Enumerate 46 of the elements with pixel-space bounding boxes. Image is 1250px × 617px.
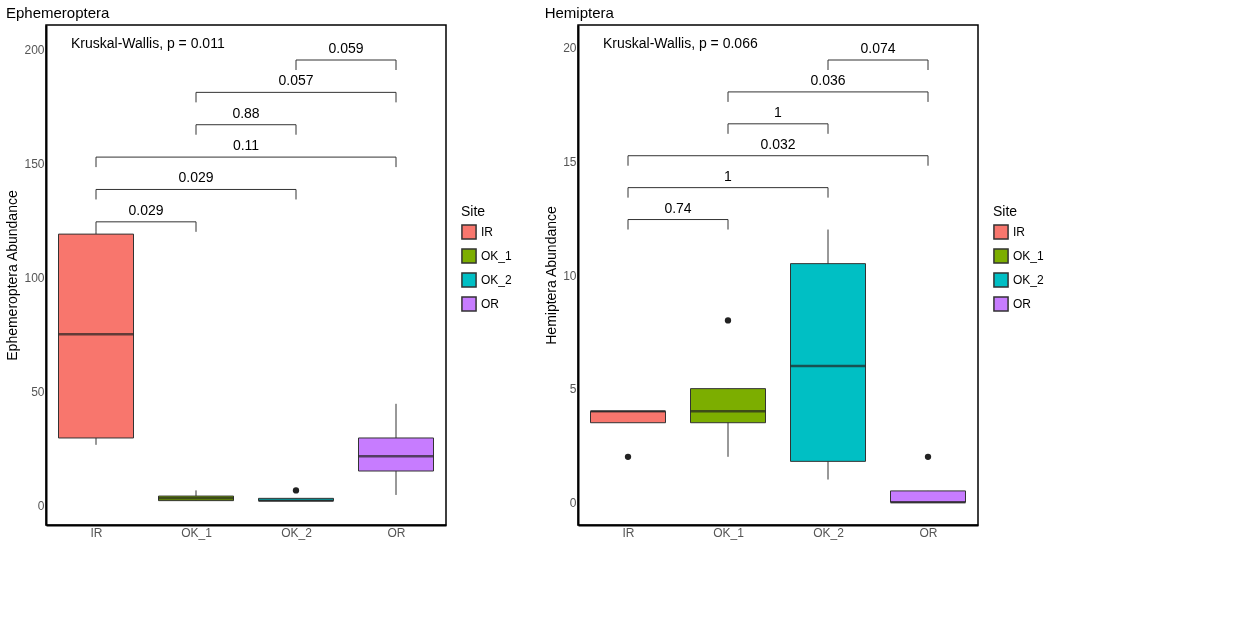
annotation: 1: [724, 167, 733, 184]
legend-label: OR: [1013, 297, 1032, 311]
annotation: 1: [774, 103, 783, 120]
legend-label: OK_1: [1013, 249, 1045, 263]
legend-label: OK_2: [481, 273, 513, 287]
annotation: 0.74: [664, 199, 692, 216]
x-tick-label: OK_1: [181, 525, 213, 540]
annotation: 0.11: [232, 137, 260, 154]
y-tick-label: 150: [24, 157, 45, 171]
chart-title: Ephemeroptera: [5, 4, 111, 21]
annotation: 0.029: [178, 169, 214, 186]
x-tick-label: OK_2: [813, 525, 845, 540]
annotation: Kruskal-Wallis, p = 0.066: [603, 35, 758, 51]
annotation: 0.029: [128, 201, 164, 218]
annotation: 0.059: [328, 40, 364, 56]
x-tick-label: OK_1: [713, 525, 745, 540]
y-tick-label: 0: [569, 495, 577, 510]
legend-title: Site: [461, 203, 486, 219]
y-tick-label: 100: [24, 270, 45, 285]
legend-title: Site: [993, 203, 1018, 219]
y-tick-label: 50: [31, 384, 45, 399]
chart-title: Hemiptera: [544, 4, 615, 21]
legend-label: OR: [481, 297, 500, 311]
x-tick-label: IR: [622, 525, 635, 540]
annotation: 0.057: [278, 72, 314, 89]
annotation: 0.88: [232, 104, 260, 121]
legend-label: OK_2: [1013, 273, 1045, 287]
annotation: 0.032: [760, 135, 796, 152]
y-axis-title: Ephemeroptera Abundance: [4, 190, 21, 361]
x-tick-label: OK_2: [281, 525, 313, 540]
legend-label: IR: [1013, 225, 1026, 239]
y-tick-label: 5: [569, 382, 577, 397]
x-tick-label: IR: [90, 525, 103, 540]
y-tick-label: 10: [563, 268, 577, 283]
y-tick-label: 200: [24, 43, 45, 58]
legend-label: OK_1: [481, 249, 513, 263]
y-axis-title: Hemiptera Abundance: [543, 206, 560, 345]
annotation: 0.036: [810, 71, 846, 88]
x-tick-label: OR: [919, 525, 938, 540]
y-tick-label: 15: [563, 154, 577, 169]
legend-label: IR: [481, 225, 494, 239]
annotation: Kruskal-Wallis, p = 0.011: [71, 35, 225, 51]
x-tick-label: OR: [387, 525, 406, 540]
y-tick-label: 20: [563, 41, 577, 56]
annotation: 0.074: [860, 40, 896, 56]
y-tick-label: 0: [37, 498, 45, 513]
